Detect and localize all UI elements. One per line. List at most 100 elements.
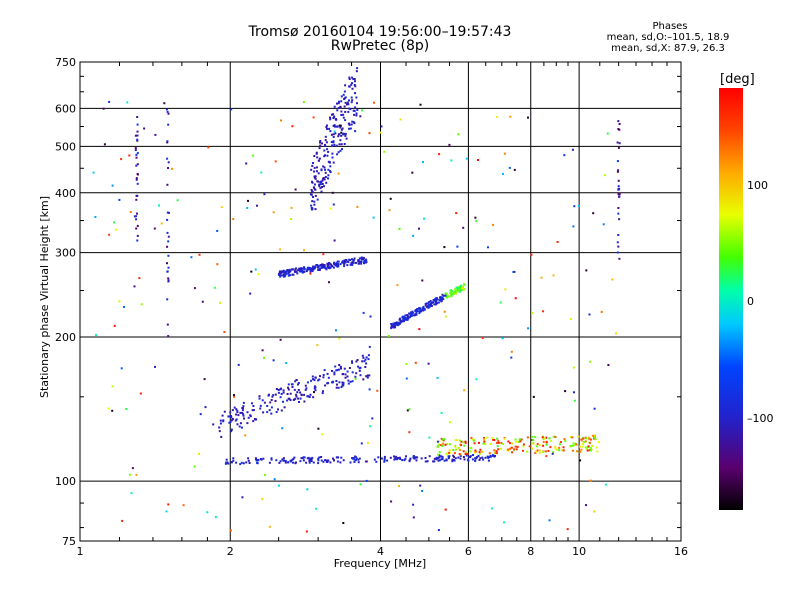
echo-point (531, 447, 533, 450)
echo-point (322, 253, 325, 256)
echo-point (311, 456, 314, 459)
echo-point (325, 459, 328, 462)
echo-point (332, 141, 335, 144)
echo-point (552, 274, 555, 277)
echo-point (319, 375, 321, 378)
echo-point (246, 411, 249, 414)
echo-point (513, 168, 516, 171)
echo-point (588, 437, 591, 440)
echo-point (129, 211, 132, 213)
x-tick-label: 6 (465, 545, 472, 558)
echo-point (571, 444, 574, 447)
echo-point (588, 441, 591, 444)
echo-point (617, 179, 620, 182)
echo-point (542, 440, 545, 443)
echo-point (583, 441, 586, 444)
echo-point (527, 327, 530, 330)
echo-point (266, 411, 269, 414)
echo-point (411, 171, 414, 174)
echo-point (294, 270, 296, 273)
echo-point (440, 300, 443, 303)
echo-point (545, 443, 548, 446)
echo-point (274, 160, 277, 163)
echo-point (399, 322, 401, 325)
echo-point (617, 169, 620, 172)
echo-point (473, 442, 476, 445)
echo-point (235, 461, 238, 464)
echo-point (329, 461, 332, 464)
echo-point (259, 407, 262, 410)
echo-point (383, 455, 386, 458)
echo-point (251, 154, 254, 157)
echo-point (456, 287, 459, 290)
echo-point (351, 380, 354, 383)
echo-point (453, 455, 455, 458)
echo-point (562, 446, 565, 449)
echo-point (309, 272, 312, 275)
echo-point (334, 365, 337, 368)
echo-point (135, 227, 138, 230)
echo-point (542, 438, 545, 441)
echo-point (424, 460, 427, 463)
echo-point (618, 192, 621, 195)
echo-point (617, 193, 620, 196)
echo-point (316, 266, 319, 269)
echo-point (540, 276, 543, 279)
echo-point (167, 266, 170, 269)
echo-point (449, 292, 452, 295)
echo-point (507, 448, 510, 451)
echo-point (588, 313, 591, 316)
echo-point (312, 461, 315, 464)
echo-point (267, 394, 270, 397)
echo-point (534, 435, 537, 438)
echo-point (548, 437, 551, 440)
x-axis-label: Frequency [MHz] (333, 557, 427, 570)
echo-point (333, 116, 335, 119)
echo-point (219, 419, 222, 422)
echo-point (313, 175, 316, 178)
echo-point (335, 125, 338, 128)
echo-point (441, 456, 444, 459)
echo-point (572, 366, 575, 369)
echo-point (298, 401, 300, 403)
echo-point (464, 440, 467, 443)
echo-point (616, 141, 619, 144)
echo-point (340, 131, 343, 134)
echo-point (135, 218, 138, 221)
echo-point (351, 120, 354, 123)
echo-point (299, 268, 302, 271)
echo-point (494, 452, 497, 454)
echo-point (496, 437, 499, 440)
echo-point (349, 108, 352, 111)
echo-point (290, 383, 293, 386)
echo-point (471, 438, 474, 441)
echo-point (230, 430, 233, 433)
echo-point (236, 409, 239, 412)
echo-point (277, 389, 280, 391)
echo-point (414, 361, 417, 364)
echo-point (272, 394, 275, 397)
echo-point (251, 402, 253, 405)
echo-point (443, 310, 446, 313)
echo-point (459, 449, 462, 451)
echo-point (416, 310, 419, 312)
echo-point (299, 460, 302, 463)
echo-point (341, 127, 344, 130)
echo-point (376, 389, 379, 392)
echo-point (206, 511, 209, 514)
echo-point (582, 437, 585, 440)
echo-point (278, 273, 281, 276)
echo-point (499, 301, 502, 304)
echo-point (419, 308, 422, 311)
echo-point (301, 271, 304, 274)
echo-point (493, 439, 496, 441)
echo-point (282, 275, 285, 278)
echo-point (481, 456, 484, 459)
echo-point (327, 382, 330, 385)
echo-point (497, 439, 500, 442)
echo-point (577, 205, 580, 207)
echo-point (443, 459, 446, 462)
echo-point (190, 256, 193, 259)
echo-point (509, 447, 512, 450)
y-tick-label: 100 (55, 475, 76, 488)
